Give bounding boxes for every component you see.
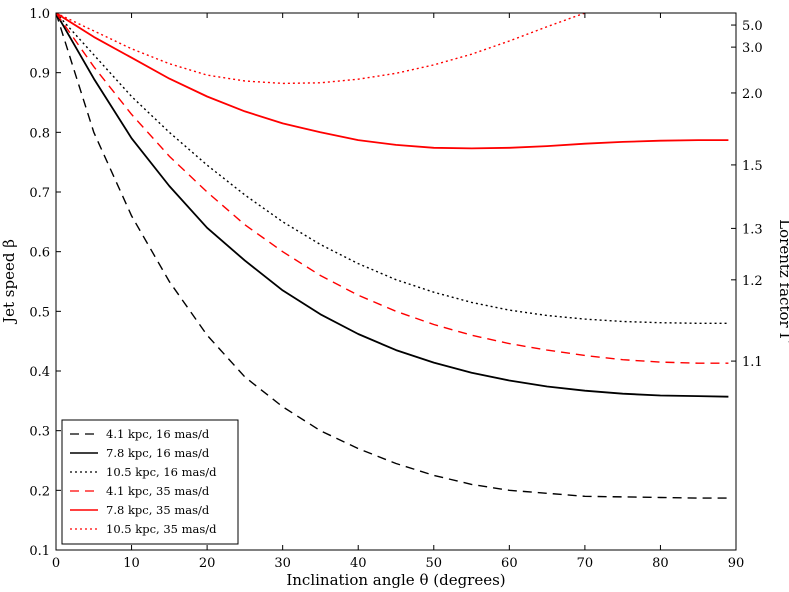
x-tick-label: 20 bbox=[199, 556, 216, 571]
y-tick-label: 0.7 bbox=[29, 186, 50, 201]
legend-label: 4.1 kpc, 35 mas/d bbox=[106, 484, 210, 498]
series-line-5 bbox=[56, 13, 729, 150]
x-tick-label: 50 bbox=[426, 556, 443, 571]
y-tick-label: 0.4 bbox=[29, 365, 50, 380]
legend-frame bbox=[61, 419, 239, 545]
y2-tick-label: 1.3 bbox=[742, 222, 763, 237]
x-tick-label: 30 bbox=[274, 556, 291, 571]
x-tick-label: 80 bbox=[652, 556, 669, 571]
x-axis-label: Inclination angle θ (degrees) bbox=[286, 571, 505, 589]
x-tick-label: 60 bbox=[501, 556, 518, 571]
y2-tick-label: 1.1 bbox=[742, 355, 763, 370]
x-tick-label: 70 bbox=[577, 556, 594, 571]
plot-frame bbox=[55, 12, 737, 551]
legend-label: 10.5 kpc, 35 mas/d bbox=[106, 522, 217, 536]
series-line-2 bbox=[56, 13, 729, 398]
y2-axis-label: Lorentz factor Γ bbox=[776, 219, 789, 343]
legend-label: 7.8 kpc, 35 mas/d bbox=[106, 503, 210, 517]
y2-tick-label: 1.5 bbox=[742, 159, 763, 174]
x-tick-label: 40 bbox=[350, 556, 367, 571]
legend: 4.1 kpc, 16 mas/d 7.8 kpc, 16 mas/d 10.5 k… bbox=[61, 419, 239, 545]
legend-label: 7.8 kpc, 16 mas/d bbox=[106, 446, 210, 460]
series-line-1 bbox=[56, 13, 729, 499]
y-tick-label: 0.2 bbox=[29, 484, 50, 499]
y-tick-label: 0.9 bbox=[29, 67, 50, 82]
series-line-4 bbox=[56, 13, 729, 364]
x-tick-label: 10 bbox=[123, 556, 140, 571]
x-tick-label: 0 bbox=[52, 556, 60, 571]
y-tick-label: 0.6 bbox=[29, 246, 50, 261]
x-tick-label: 90 bbox=[728, 556, 745, 571]
y-tick-label: 0.1 bbox=[29, 544, 50, 559]
y2-tick-label: 5.0 bbox=[742, 19, 763, 34]
y-axis-label: Jet speed β bbox=[0, 239, 18, 325]
y2-tick-label: 1.2 bbox=[742, 274, 763, 289]
legend-label: 4.1 kpc, 16 mas/d bbox=[106, 427, 210, 441]
y-tick-label: 1.0 bbox=[29, 7, 50, 22]
y2-tick-label: 3.0 bbox=[742, 41, 763, 56]
series-line-6 bbox=[56, 13, 586, 85]
series-line-3 bbox=[56, 13, 729, 324]
y2-tick-label: 2.0 bbox=[742, 87, 763, 102]
y-tick-label: 0.3 bbox=[29, 425, 50, 440]
legend-label: 10.5 kpc, 16 mas/d bbox=[106, 465, 217, 479]
y-tick-label: 0.5 bbox=[29, 305, 50, 320]
y-tick-label: 0.8 bbox=[29, 126, 50, 141]
